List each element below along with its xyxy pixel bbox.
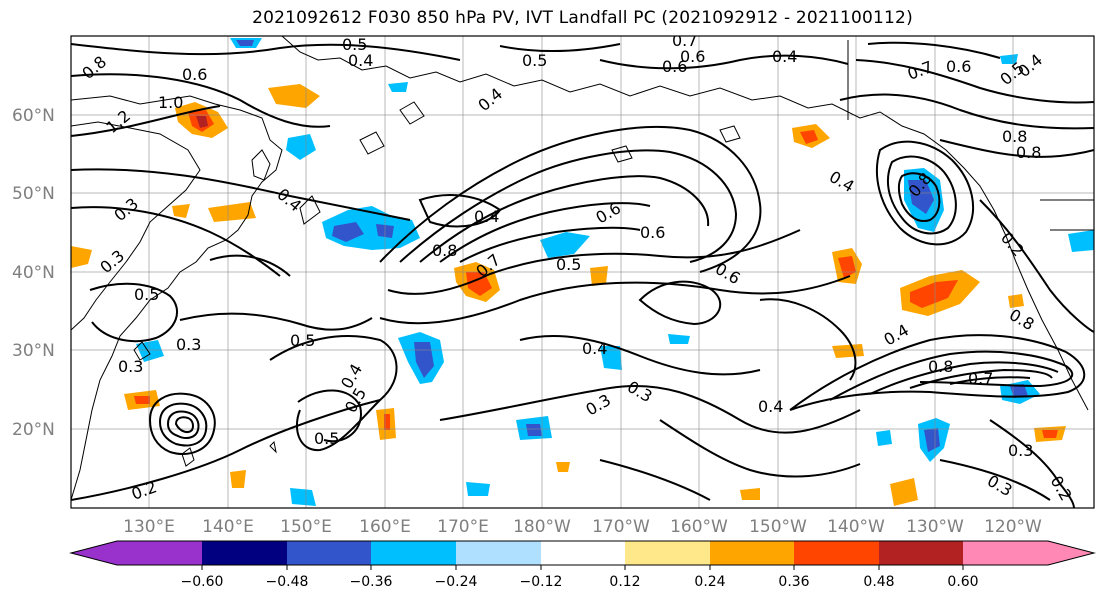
contour-label: 0.6 (946, 57, 971, 76)
contour-label: 0.4 (772, 47, 797, 66)
lon-label: 180°W (513, 517, 571, 537)
colorbar-segment (963, 541, 1094, 565)
gridlines (71, 36, 1094, 508)
colorbar-segment (541, 541, 625, 565)
contour-label: 0.4 (474, 207, 499, 226)
colorbar-segment (879, 541, 963, 565)
lon-label: 140°W (827, 517, 885, 537)
lon-label: 130°W (906, 517, 964, 537)
lon-label: 120°W (984, 517, 1042, 537)
colorbar-outline (69, 540, 1096, 566)
contour-label: 0.8 (432, 241, 457, 260)
lat-label: 40°N (12, 263, 55, 283)
contour-label: 0.3 (118, 357, 143, 376)
contour-label: 0.5 (556, 255, 581, 274)
colorbar-tick-label: −0.36 (350, 574, 393, 590)
colorbar-segment (625, 541, 710, 565)
contour-label: 0.5 (134, 285, 159, 304)
contour-label: 0.6 (680, 47, 705, 66)
contour-label: 0.5 (290, 331, 315, 350)
colorbar-tick-label: 0.60 (947, 574, 978, 590)
contour-label: 0.7 (968, 369, 993, 388)
colorbar-segment (287, 541, 371, 565)
lon-label: 160°W (670, 517, 728, 537)
map-frame (70, 35, 1095, 509)
lon-label: 160°E (359, 517, 411, 537)
contour-label: 0.3 (176, 335, 201, 354)
colorbar-tick-label: 0.12 (609, 574, 640, 590)
map-title: 2021092612 F030 850 hPa PV, IVT Landfall… (252, 8, 913, 28)
contour-label: 0.5 (314, 429, 339, 448)
contour-label: 0.8 (1002, 127, 1027, 146)
colorbar-tick-label: 0.24 (694, 574, 725, 590)
lon-label: 150°W (749, 517, 807, 537)
contour-label: 0.5 (522, 51, 547, 70)
colorbar-tick-label: 0.36 (778, 574, 809, 590)
lon-label: 130°E (123, 517, 175, 537)
coastlines (71, 36, 1094, 501)
lat-labels: 60°N 50°N 40°N 30°N 20°N (12, 106, 55, 440)
colorbar-segment (710, 541, 794, 565)
colorbar-tick-label: −0.12 (520, 574, 563, 590)
contour-label: 0.7 (672, 31, 697, 50)
contour-label: 0.8 (1016, 143, 1041, 162)
colorbar-segment (794, 541, 879, 565)
colorbar-tick-label: 0.48 (863, 574, 894, 590)
colorbar-tick-label: −0.60 (181, 574, 224, 590)
colorbar-segment (371, 541, 456, 565)
lat-label: 50°N (12, 184, 55, 204)
lat-label: 30°N (12, 341, 55, 361)
colorbar: −0.60 −0.48 −0.36 −0.24 −0.12 0.12 0.24 … (69, 540, 1096, 590)
contour-label: 0.4 (758, 397, 783, 416)
contours (71, 41, 1094, 508)
colorbar-segment (456, 541, 541, 565)
lon-label: 150°E (280, 517, 332, 537)
contour-label: 0.6 (640, 223, 665, 242)
contour-label: 0.6 (662, 57, 687, 76)
contour-label: 0.4 (582, 339, 607, 358)
contour-label: 0.6 (182, 65, 207, 84)
contour-label: 0.4 (348, 51, 373, 70)
lon-label: 170°E (437, 517, 489, 537)
lat-label: 60°N (12, 106, 55, 126)
colorbar-segment (202, 541, 287, 565)
lon-label: 140°E (202, 517, 254, 537)
colorbar-tick-label: −0.48 (266, 574, 309, 590)
lon-label: 170°W (592, 517, 650, 537)
contour-label: 0.5 (342, 35, 367, 54)
lat-label: 20°N (12, 420, 55, 440)
colorbar-ticks (201, 565, 964, 570)
contour-label: 0.8 (928, 357, 953, 376)
colorbar-tick-label: −0.24 (435, 574, 478, 590)
contour-label: 1.0 (158, 93, 183, 112)
contour-label: 0.3 (1008, 441, 1033, 460)
lon-labels: 130°E 140°E 150°E 160°E 170°E 180°W 170°… (123, 517, 1042, 537)
colorbar-segment (71, 541, 202, 565)
